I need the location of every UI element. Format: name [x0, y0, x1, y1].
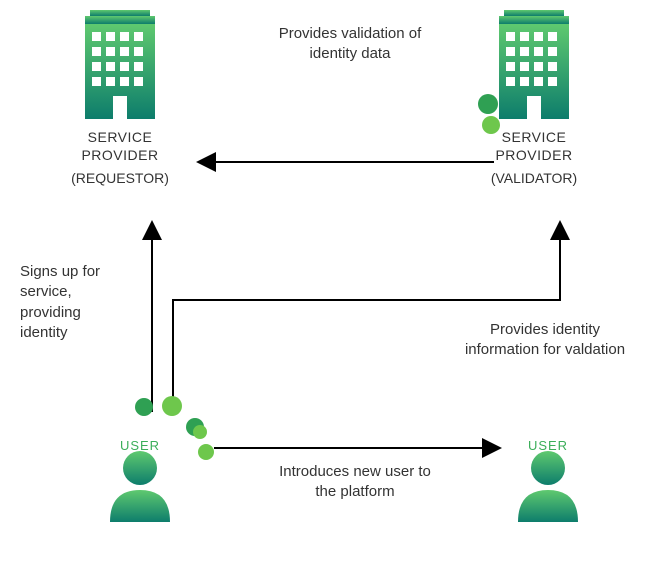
edge-label-top: Provides validation of identity data	[270, 24, 430, 65]
node-user-left: USER	[105, 434, 175, 453]
node-user-right: USER	[513, 434, 583, 453]
token-dot-icon	[162, 396, 182, 416]
requestor-subtitle: (REQUESTOR)	[65, 170, 175, 186]
person-icon	[518, 451, 578, 522]
validator-title: SERVICE PROVIDER	[479, 128, 589, 164]
edge-label-bottom: Introduces new user to the platform	[270, 462, 440, 503]
person-icon	[110, 451, 170, 522]
requestor-title: SERVICE PROVIDER	[65, 128, 175, 164]
edge-label-left: Signs up for service, providing identity	[20, 262, 132, 343]
token-dot-icon	[478, 94, 498, 114]
token-dot-icon	[135, 398, 153, 416]
node-validator: SERVICE PROVIDER (VALIDATOR)	[479, 128, 589, 186]
user-left-title: USER	[105, 438, 175, 453]
building-icon	[499, 10, 569, 119]
token-dot-icon	[193, 425, 207, 439]
validator-subtitle: (VALIDATOR)	[479, 170, 589, 186]
edge-label-right: Provides identity information for valdat…	[460, 320, 630, 361]
node-requestor: SERVICE PROVIDER (REQUESTOR)	[65, 128, 175, 186]
token-dot-icon	[198, 444, 214, 460]
user-right-title: USER	[513, 438, 583, 453]
edge-userleft-to-validator	[173, 222, 560, 412]
building-icon	[85, 10, 155, 119]
